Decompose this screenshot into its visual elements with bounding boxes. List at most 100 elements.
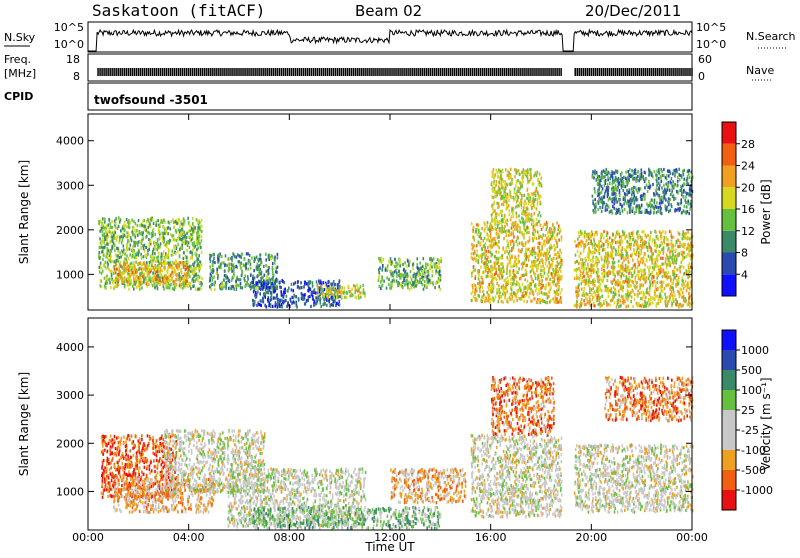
cell <box>305 302 307 305</box>
cell <box>525 264 527 267</box>
cell <box>497 191 499 194</box>
cell <box>126 245 128 248</box>
cell <box>412 267 414 270</box>
freq-trace <box>98 68 692 76</box>
cell <box>192 233 194 236</box>
cell <box>252 299 254 302</box>
cell <box>529 168 531 171</box>
cell <box>650 231 652 234</box>
cell <box>102 270 104 273</box>
cell <box>101 240 103 243</box>
cell <box>527 216 529 219</box>
cell <box>115 249 117 252</box>
cell <box>116 247 118 250</box>
cell <box>139 224 141 227</box>
cell <box>675 283 677 286</box>
cell <box>560 261 562 264</box>
cell <box>288 287 290 290</box>
cell <box>170 227 172 230</box>
cell <box>154 233 156 236</box>
cell <box>503 279 505 282</box>
cell <box>471 292 473 295</box>
cell <box>518 248 520 251</box>
cell <box>480 266 482 269</box>
cell <box>119 220 121 223</box>
cell <box>126 258 128 261</box>
cell <box>213 276 215 279</box>
cell <box>116 259 118 262</box>
cell <box>477 261 479 264</box>
cell <box>438 285 440 288</box>
cell <box>130 271 132 274</box>
cell <box>507 262 509 265</box>
cell <box>486 259 488 262</box>
cell <box>590 293 592 296</box>
cell <box>542 275 544 278</box>
cell <box>391 283 393 286</box>
cell <box>173 262 175 265</box>
cell <box>518 267 520 270</box>
cell <box>472 247 474 250</box>
cell <box>498 284 500 287</box>
cell <box>271 282 273 285</box>
cell <box>582 272 584 275</box>
cell <box>683 243 685 246</box>
cell <box>502 170 504 173</box>
cell <box>277 305 279 308</box>
cell <box>105 230 107 233</box>
cell <box>260 260 262 263</box>
cell <box>257 290 259 293</box>
cell <box>156 221 158 224</box>
cell <box>439 276 441 279</box>
cell <box>132 271 134 274</box>
nsky-label: N.Sky <box>4 31 36 44</box>
cell <box>240 286 242 289</box>
cell <box>516 228 518 231</box>
cell <box>537 230 539 233</box>
cell <box>517 290 519 293</box>
cell <box>487 221 489 224</box>
cell <box>270 257 272 260</box>
cell <box>259 292 261 295</box>
cell <box>163 288 165 291</box>
cell <box>523 236 525 239</box>
cell <box>581 298 583 301</box>
cell <box>492 195 494 198</box>
cell <box>534 205 536 208</box>
cell <box>555 247 557 250</box>
cell <box>107 258 109 261</box>
cell <box>587 298 589 301</box>
cell <box>192 249 194 252</box>
cell <box>488 275 490 278</box>
cell <box>520 277 522 280</box>
cell <box>429 279 431 282</box>
cell <box>636 293 638 296</box>
cell <box>298 299 300 302</box>
cell <box>231 257 233 260</box>
cell <box>540 254 542 257</box>
cell <box>504 250 506 253</box>
cell <box>503 237 505 240</box>
cell <box>291 288 293 291</box>
cell <box>614 301 616 304</box>
cell <box>545 286 547 289</box>
cell <box>537 171 539 174</box>
cell <box>396 275 398 278</box>
cell <box>514 175 516 178</box>
cell <box>192 257 194 260</box>
cell <box>537 293 539 296</box>
cell <box>333 299 335 302</box>
cell <box>439 266 441 269</box>
cell <box>136 275 138 278</box>
cell <box>361 291 363 294</box>
cell <box>532 182 534 185</box>
cell <box>417 263 419 266</box>
cell <box>259 287 261 290</box>
cell <box>534 284 536 287</box>
cell <box>517 190 519 193</box>
cell <box>490 251 492 254</box>
cell <box>496 291 498 294</box>
cell <box>176 222 178 225</box>
cell <box>332 304 334 307</box>
cell <box>422 265 424 268</box>
